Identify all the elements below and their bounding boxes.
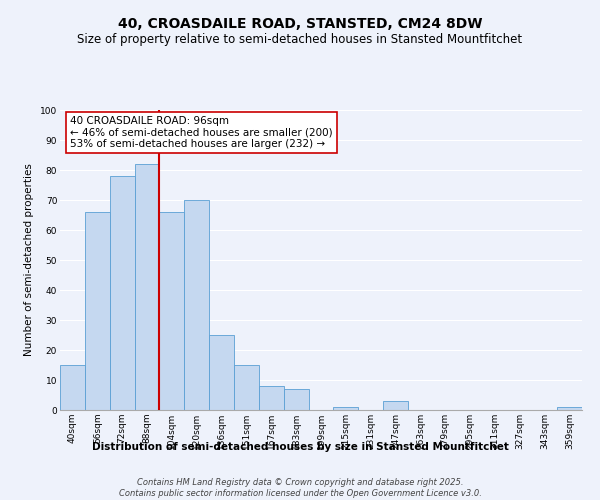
Text: 40, CROASDAILE ROAD, STANSTED, CM24 8DW: 40, CROASDAILE ROAD, STANSTED, CM24 8DW [118,18,482,32]
Bar [184,200,209,410]
Y-axis label: Number of semi-detached properties: Number of semi-detached properties [25,164,34,356]
Bar [60,365,85,410]
Bar [383,401,408,410]
Bar [85,212,110,410]
Bar [209,335,234,410]
Bar [110,176,134,410]
Text: Distribution of semi-detached houses by size in Stansted Mountfitchet: Distribution of semi-detached houses by … [92,442,508,452]
Bar [557,407,582,410]
Bar [234,365,259,410]
Text: Contains HM Land Registry data © Crown copyright and database right 2025.
Contai: Contains HM Land Registry data © Crown c… [119,478,481,498]
Bar [134,164,160,410]
Bar [259,386,284,410]
Bar [284,389,308,410]
Text: Size of property relative to semi-detached houses in Stansted Mountfitchet: Size of property relative to semi-detach… [77,32,523,46]
Bar [334,407,358,410]
Bar [160,212,184,410]
Text: 40 CROASDAILE ROAD: 96sqm
← 46% of semi-detached houses are smaller (200)
53% of: 40 CROASDAILE ROAD: 96sqm ← 46% of semi-… [70,116,333,149]
